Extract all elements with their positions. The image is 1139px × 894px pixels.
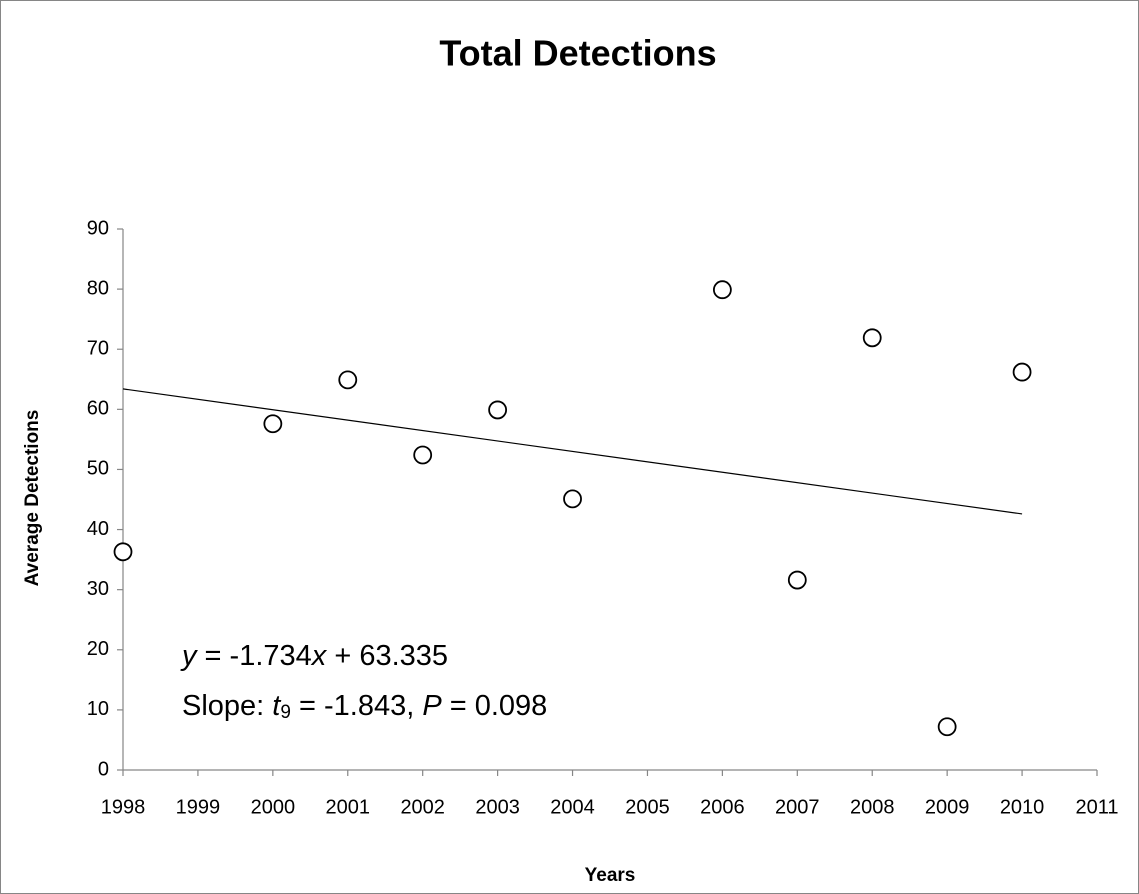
y-tick-label: 20 xyxy=(87,638,109,660)
x-tick-label: 2009 xyxy=(925,796,970,818)
y-tick-label: 80 xyxy=(87,277,109,299)
point xyxy=(563,489,582,509)
point xyxy=(937,717,957,737)
point xyxy=(113,542,133,562)
point xyxy=(787,570,807,590)
x-tick-label: 2003 xyxy=(475,796,520,818)
trendline xyxy=(122,388,1023,515)
y-tick-label: 40 xyxy=(87,518,109,540)
y-tick-label: 30 xyxy=(87,578,109,600)
y-tick-label: 50 xyxy=(87,458,109,480)
x-tick-label: 2000 xyxy=(251,796,296,818)
y-tick-label: 10 xyxy=(87,698,109,720)
annotation-part: y xyxy=(180,640,198,672)
x-tick-label: 2001 xyxy=(326,796,371,818)
y-tick-label: 60 xyxy=(87,398,109,420)
point xyxy=(1012,362,1032,382)
equation: y = -1.734x + 63.335 xyxy=(180,640,448,672)
annotation-part: t xyxy=(272,690,282,722)
y-tick-label: 70 xyxy=(87,338,109,360)
annotation-part: = 0.098 xyxy=(442,690,548,722)
point xyxy=(338,370,358,390)
y-tick-label: 90 xyxy=(87,217,109,239)
annotation-part: x xyxy=(310,640,328,672)
point xyxy=(712,280,732,300)
x-tick-label: 1999 xyxy=(176,796,221,818)
annotation-part: = -1.734 xyxy=(197,640,312,672)
x-tick-label: 2010 xyxy=(1000,796,1045,818)
y-axis-label: Average Detections xyxy=(22,410,43,587)
x-tick-label: 2006 xyxy=(700,796,745,818)
chart-title: Total Detections xyxy=(439,33,716,74)
slope-stats: Slope: t9 = -1.843, P = 0.098 xyxy=(182,690,547,723)
annotation-part: P xyxy=(422,690,442,722)
x-tick-label: 2007 xyxy=(775,796,820,818)
x-tick-label: 2005 xyxy=(625,796,670,818)
x-axis-label: Years xyxy=(585,865,636,886)
x-tick-label: 1998 xyxy=(101,796,146,818)
x-tick-label: 2004 xyxy=(550,796,595,818)
annotation-part: 9 xyxy=(280,702,291,723)
y-tick-label: 0 xyxy=(98,758,109,780)
point xyxy=(263,414,283,434)
point xyxy=(862,328,882,348)
annotation-part: Slope: xyxy=(182,690,272,722)
annotation-part: + 63.335 xyxy=(326,640,448,672)
x-tick-label: 2002 xyxy=(400,796,445,818)
point xyxy=(488,400,508,420)
x-tick-label: 2008 xyxy=(850,796,895,818)
annotation-part: = -1.843, xyxy=(291,690,422,722)
point xyxy=(413,445,433,465)
x-tick-label: 2011 xyxy=(1075,796,1118,818)
